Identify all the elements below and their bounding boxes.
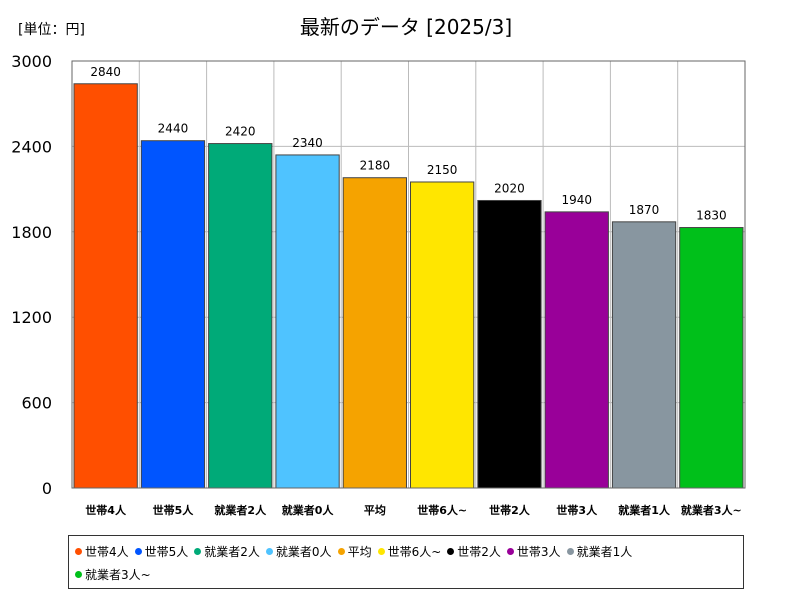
bar xyxy=(679,227,744,489)
x-tick-label: 就業者1人 xyxy=(618,503,671,517)
legend-marker xyxy=(506,547,514,555)
legend-label: 世帯5人 xyxy=(144,544,189,559)
legend-marker xyxy=(134,547,142,555)
x-tick-label: 世帯2人 xyxy=(489,503,531,517)
bar xyxy=(208,143,273,489)
data-label: 2440 xyxy=(158,122,189,136)
data-label: 2340 xyxy=(292,136,323,150)
data-label: 2420 xyxy=(225,125,256,139)
legend-item: 世帯2人 xyxy=(447,543,501,560)
bar xyxy=(275,154,340,489)
x-tick-label: 世帯3人 xyxy=(556,503,598,517)
legend-marker xyxy=(566,547,574,555)
legend-marker xyxy=(265,547,273,555)
legend-item: 世帯6人~ xyxy=(377,543,442,560)
legend-marker xyxy=(337,547,345,555)
data-label: 2840 xyxy=(90,65,121,79)
data-labels: 2840 2440 2420 2340 2180 2150 2020 1940 1870 1830 xyxy=(90,65,726,223)
y-tick-label: 0 xyxy=(42,479,52,498)
data-label: 2150 xyxy=(427,163,458,177)
legend-row: 就業者3人~ xyxy=(75,564,157,584)
bar xyxy=(73,83,138,489)
bar xyxy=(544,211,609,489)
data-label: 1830 xyxy=(696,209,727,223)
data-label: 2020 xyxy=(494,181,525,195)
legend-item: 就業者1人 xyxy=(566,543,633,560)
legend-label: 就業者3人~ xyxy=(85,567,151,582)
legend-item: 就業者2人 xyxy=(194,543,260,560)
y-tick-label: 2400 xyxy=(11,137,52,156)
legend-item: 就業者0人 xyxy=(265,543,332,560)
legend-item: 平均 xyxy=(337,543,372,560)
plot-frame xyxy=(71,60,746,489)
chart-title: 最新のデータ [2025/3] xyxy=(300,15,512,39)
bar xyxy=(611,221,677,489)
legend: 世帯4人 世帯5人 就業者2人 就業者0人 平均 世帯6人~ 世帯2人 世帯3人 就業者1人 就… xyxy=(68,535,744,589)
bar xyxy=(140,140,206,489)
legend-item: 世帯5人 xyxy=(134,543,189,560)
legend-row: 世帯4人 世帯5人 就業者2人 就業者0人 平均 世帯6人~ 世帯2人 世帯3人 就業者1人 xyxy=(75,541,638,561)
legend-label: 世帯3人 xyxy=(516,544,561,559)
x-tick-label: 就業者3人~ xyxy=(681,503,742,517)
bar xyxy=(342,177,408,489)
y-axis-ticks: 0 600 1200 1800 2400 3000 xyxy=(11,52,52,498)
legend-label: 平均 xyxy=(347,544,372,559)
x-axis-ticks: 世帯4人 世帯5人 就業者2人 就業者0人 平均 世帯6人~ 世帯2人 世帯3人 就業者1人 就業… xyxy=(85,503,741,517)
legend-label: 就業者0人 xyxy=(275,544,332,559)
x-tick-label: 平均 xyxy=(364,503,386,517)
data-label: 2180 xyxy=(360,159,391,173)
legend-label: 世帯6人~ xyxy=(387,544,442,559)
y-tick-label: 1800 xyxy=(11,223,52,242)
legend-label: 世帯4人 xyxy=(85,544,129,559)
legend-marker xyxy=(75,570,82,578)
x-tick-label: 世帯5人 xyxy=(153,503,195,517)
x-tick-label: 世帯4人 xyxy=(85,503,127,517)
unit-label: [単位：円] xyxy=(18,22,85,38)
legend-label: 就業者2人 xyxy=(204,544,260,559)
x-tick-label: 世帯6人~ xyxy=(417,503,467,517)
legend-item: 世帯3人 xyxy=(506,543,561,560)
legend-label: 世帯2人 xyxy=(457,544,501,559)
bars xyxy=(73,83,744,489)
legend-marker xyxy=(75,547,82,555)
legend-marker xyxy=(377,547,385,555)
legend-label: 就業者1人 xyxy=(576,544,633,559)
legend-item: 世帯4人 xyxy=(75,543,129,560)
y-tick-label: 600 xyxy=(21,394,52,413)
y-tick-label: 3000 xyxy=(11,52,52,71)
legend-item: 就業者3人~ xyxy=(75,566,151,583)
y-tick-label: 1200 xyxy=(11,308,52,327)
bar xyxy=(410,181,475,489)
legend-marker xyxy=(447,547,455,555)
x-tick-label: 就業者0人 xyxy=(282,503,335,517)
bar xyxy=(477,199,542,489)
legend-marker xyxy=(194,547,202,555)
x-tick-label: 就業者2人 xyxy=(214,503,267,517)
data-label: 1940 xyxy=(561,193,592,207)
data-label: 1870 xyxy=(629,203,660,217)
